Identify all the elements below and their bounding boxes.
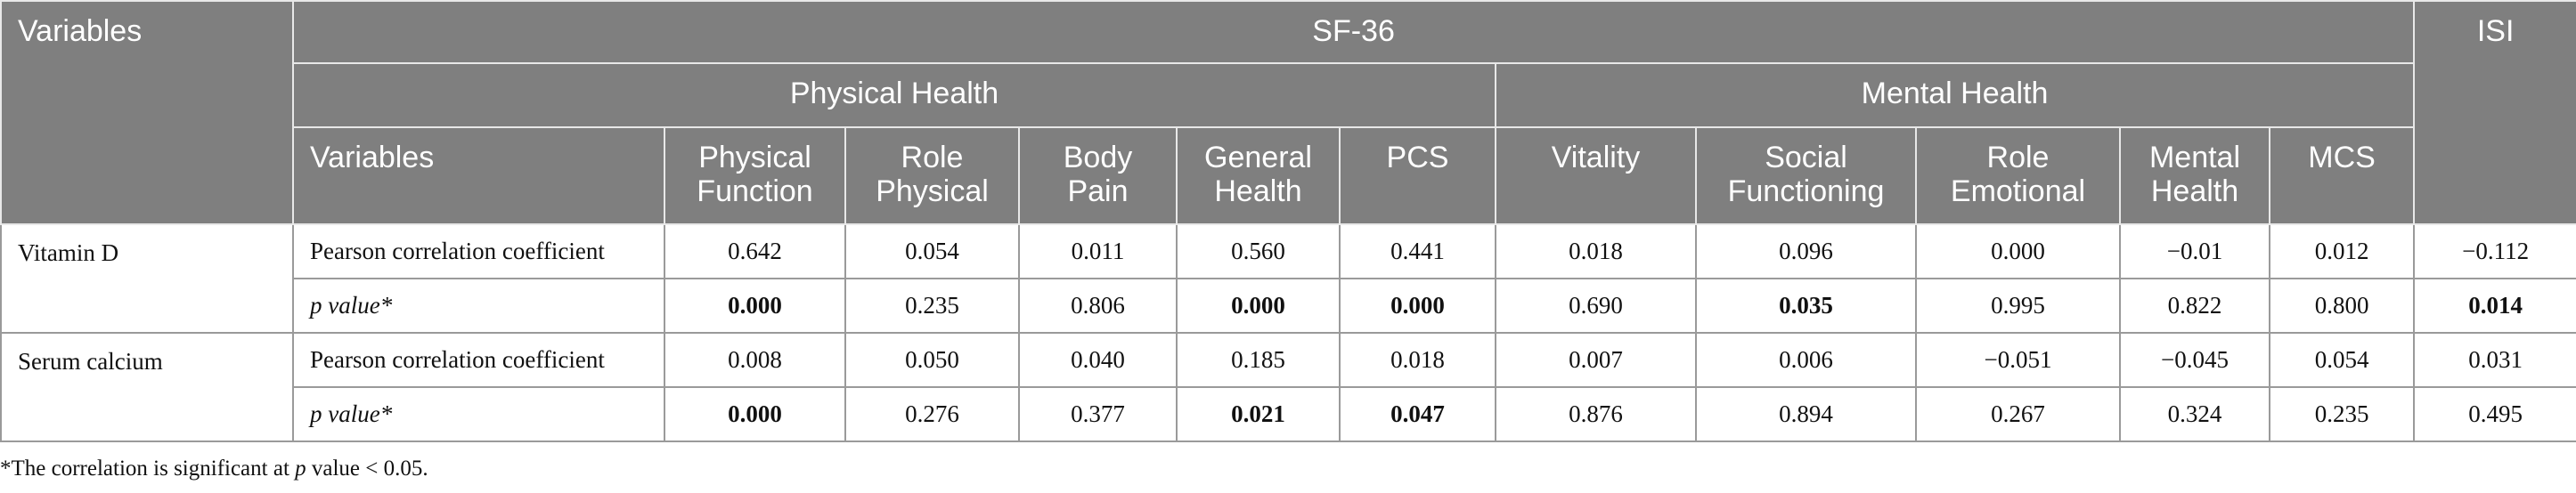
value-cell: −0.051 [1915,332,2121,388]
value-cell: 0.035 [1695,278,1917,334]
row-label: Serum calcium [0,332,294,442]
value-cell: 0.185 [1176,332,1341,388]
header-cell: Variables [0,0,294,225]
value-cell: 0.008 [664,332,846,388]
value-cell: 0.235 [844,278,1020,334]
column-header: MCS [2268,126,2416,225]
column-header: General Health [1176,126,1341,225]
value-cell: 0.014 [2413,278,2576,334]
value-cell: 0.441 [1339,223,1496,279]
value-cell: 0.276 [844,386,1020,442]
group-header: Physical Health [292,62,1496,128]
value-cell: 0.806 [1018,278,1178,334]
value-cell: 0.054 [844,223,1020,279]
value-cell: 0.000 [664,386,846,442]
table-row: Serum calcium Pearson correlation coeffic… [0,332,2576,442]
value-cell: 0.000 [1915,223,2121,279]
value-cell: −0.01 [2119,223,2270,279]
footnote-text: *The correlation is significant at [0,457,296,481]
header-cell: ISI [2413,0,2576,225]
value-cell: 0.000 [1339,278,1496,334]
value-cell: 0.000 [1176,278,1341,334]
stat-name: p value* [292,278,665,334]
value-cell: 0.377 [1018,386,1178,442]
column-header: Role Emotional [1915,126,2121,225]
value-cell: 0.000 [664,278,846,334]
value-cell: 0.235 [2268,386,2416,442]
column-header: Social Functioning [1695,126,1917,225]
value-cell: 0.995 [1915,278,2121,334]
value-cell: −0.045 [2119,332,2270,388]
value-cell: 0.018 [1495,223,1697,279]
value-cell: 0.876 [1495,386,1697,442]
value-cell: 0.267 [1915,386,2121,442]
value-cell: 0.018 [1339,332,1496,388]
column-header: Physical Function [664,126,846,225]
value-cell: 0.031 [2413,332,2576,388]
value-cell: 0.690 [1495,278,1697,334]
value-cell: −0.112 [2413,223,2576,279]
column-header: Vitality [1495,126,1697,225]
column-header: PCS [1339,126,1496,225]
table-row: Vitamin D Pearson correlation coefficient… [0,223,2576,334]
value-cell: 0.006 [1695,332,1917,388]
value-cell: 0.096 [1695,223,1917,279]
header-cell: SF-36 [291,0,2416,64]
results-table: Variables SF-36 ISI Physical Health Ment… [0,0,2576,442]
value-cell: 0.054 [2268,332,2416,388]
value-cell: 0.040 [1018,332,1178,388]
value-cell: 0.894 [1695,386,1917,442]
footnote-text: value < 0.05. [306,457,428,481]
value-cell: 0.560 [1176,223,1341,279]
value-cell: 0.012 [2268,223,2416,279]
column-header: Variables [292,126,665,225]
value-cell: 0.047 [1339,386,1496,442]
stat-name: Pearson correlation coefficient [292,223,665,279]
value-cell: 0.007 [1495,332,1697,388]
stat-name: Pearson correlation coefficient [292,332,665,388]
row-label: Vitamin D [0,223,294,334]
value-cell: 0.800 [2268,278,2416,334]
footnote-text: p [295,457,306,481]
group-header: Mental Health [1494,62,2416,128]
footnote: *The correlation is significant at p val… [0,457,2576,481]
value-cell: 0.021 [1176,386,1341,442]
stat-name: p value* [292,386,665,442]
value-cell: 0.642 [664,223,846,279]
value-cell: 0.011 [1018,223,1178,279]
value-cell: 0.050 [844,332,1020,388]
column-header: Role Physical [844,126,1020,225]
table-row: p value* 0.000 0.235 0.806 0.000 0.000 0.690 0.… [1,278,2576,334]
value-cell: 0.495 [2413,386,2576,442]
table-row: p value* 0.000 0.276 0.377 0.021 0.047 0.876 0.… [1,386,2576,442]
column-header: Body Pain [1018,126,1178,225]
column-header: Mental Health [2119,126,2270,225]
value-cell: 0.822 [2119,278,2270,334]
value-cell: 0.324 [2119,386,2270,442]
